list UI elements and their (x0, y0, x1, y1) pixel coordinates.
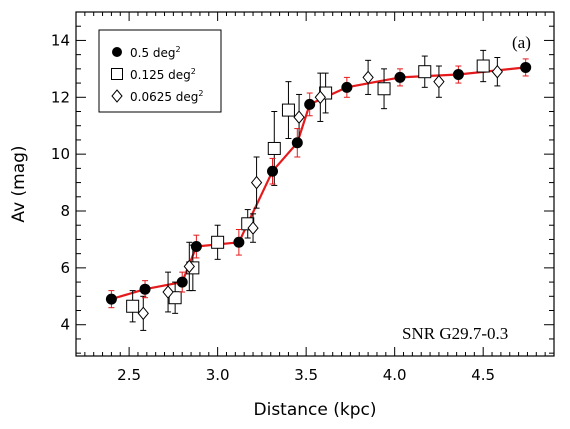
data-point-open-diamond (293, 93, 305, 141)
data-point-filled-circle (233, 228, 245, 256)
y-tick-label: 12 (51, 88, 70, 106)
data-point-filled-circle (452, 65, 464, 84)
marker-open-square (281, 103, 295, 117)
y-axis-label: Av (mag) (9, 145, 29, 222)
data-point-filled-circle (139, 280, 151, 299)
x-axis-label: Distance (kpc) (254, 400, 377, 420)
marker-open-diamond (433, 74, 445, 89)
x-tick-label: 2.5 (117, 366, 141, 384)
marker-open-diamond (183, 259, 195, 274)
data-point-filled-circle (341, 76, 353, 98)
data-point-filled-circle (520, 58, 532, 77)
data-point-filled-circle (190, 234, 202, 259)
panel-label: (a) (512, 33, 531, 52)
marker-filled-circle (233, 236, 245, 248)
marker-open-diamond (293, 110, 305, 124)
marker-filled-circle (520, 61, 532, 73)
data-point-filled-circle (267, 157, 279, 185)
marker-open-diamond (250, 175, 263, 190)
marker-open-square (267, 141, 281, 155)
snr-annotation: SNR G29.7-0.3 (402, 324, 508, 343)
marker-open-square (377, 82, 391, 96)
data-point-open-diamond (314, 72, 326, 122)
marker-open-square (211, 235, 225, 249)
data-point-open-square (211, 224, 225, 260)
legend-box (98, 29, 222, 113)
legend-marker-open-diamond (111, 89, 123, 103)
fit-line-layer (111, 66, 526, 301)
marker-open-diamond (491, 64, 503, 79)
y-tick-label: 10 (51, 145, 70, 163)
x-tick-label: 4.0 (383, 366, 407, 384)
data-point-open-diamond (250, 156, 263, 209)
marker-open-diamond (362, 70, 374, 85)
marker-open-diamond (314, 90, 326, 105)
y-tick-label: 6 (60, 259, 70, 277)
marker-filled-circle (105, 293, 117, 305)
data-point-open-square (126, 290, 140, 323)
x-tick-label: 4.5 (471, 366, 495, 384)
data-point-filled-circle (291, 128, 303, 158)
legend-label-1: 0.125 deg2 (130, 67, 196, 82)
x-tick-label: 3.5 (294, 366, 318, 384)
points-layer (105, 49, 532, 331)
data-point-open-square (168, 281, 182, 314)
data-point-open-diamond (137, 295, 149, 331)
fit-line (111, 66, 526, 301)
legend-marker-filled-circle (112, 47, 122, 57)
data-point-open-diamond (183, 241, 195, 292)
marker-open-diamond (137, 306, 149, 321)
y-axis: 4 6 8 10 12 14 (51, 11, 554, 354)
data-point-open-diamond (362, 59, 374, 95)
data-point-open-square (377, 68, 391, 110)
data-point-open-diamond (162, 271, 174, 313)
marker-filled-circle (291, 137, 303, 149)
data-point-filled-circle (304, 92, 316, 117)
data-point-filled-circle (394, 68, 406, 87)
marker-filled-circle (267, 165, 279, 177)
y-tick-label: 14 (51, 31, 70, 49)
y-tick-label: 8 (60, 202, 70, 220)
data-point-open-diamond (247, 213, 259, 243)
marker-open-square (476, 59, 490, 73)
data-point-filled-circle (105, 290, 117, 309)
legend-marker-open-square (111, 68, 123, 80)
marker-filled-circle (304, 98, 316, 110)
data-point-open-square (418, 55, 432, 88)
data-point-open-square (281, 81, 295, 140)
marker-filled-circle (139, 283, 151, 295)
marker-filled-circle (452, 69, 464, 81)
data-point-open-square (476, 49, 490, 83)
y-tick-label: 4 (60, 316, 70, 334)
x-axis: 2.5 3.0 3.5 4.0 4.5 (84, 12, 555, 384)
marker-open-square (418, 65, 432, 79)
marker-filled-circle (176, 276, 188, 288)
data-point-open-diamond (491, 56, 503, 87)
marker-filled-circle (190, 241, 202, 253)
data-point-open-diamond (433, 65, 445, 98)
marker-filled-circle (394, 71, 406, 83)
x-tick-label: 3.0 (206, 366, 230, 384)
legend-label-0: 0.5 deg2 (130, 45, 181, 60)
marker-filled-circle (341, 81, 353, 93)
legend-label-2: 0.0625 deg2 (130, 89, 204, 104)
data-point-filled-circle (176, 271, 188, 293)
marker-open-diamond (162, 285, 174, 299)
marker-open-square (168, 291, 182, 305)
marker-open-square (126, 299, 140, 313)
marker-open-diamond (247, 221, 259, 235)
legend: 0.5 deg2 0.125 deg2 0.0625 deg2 (98, 29, 222, 113)
